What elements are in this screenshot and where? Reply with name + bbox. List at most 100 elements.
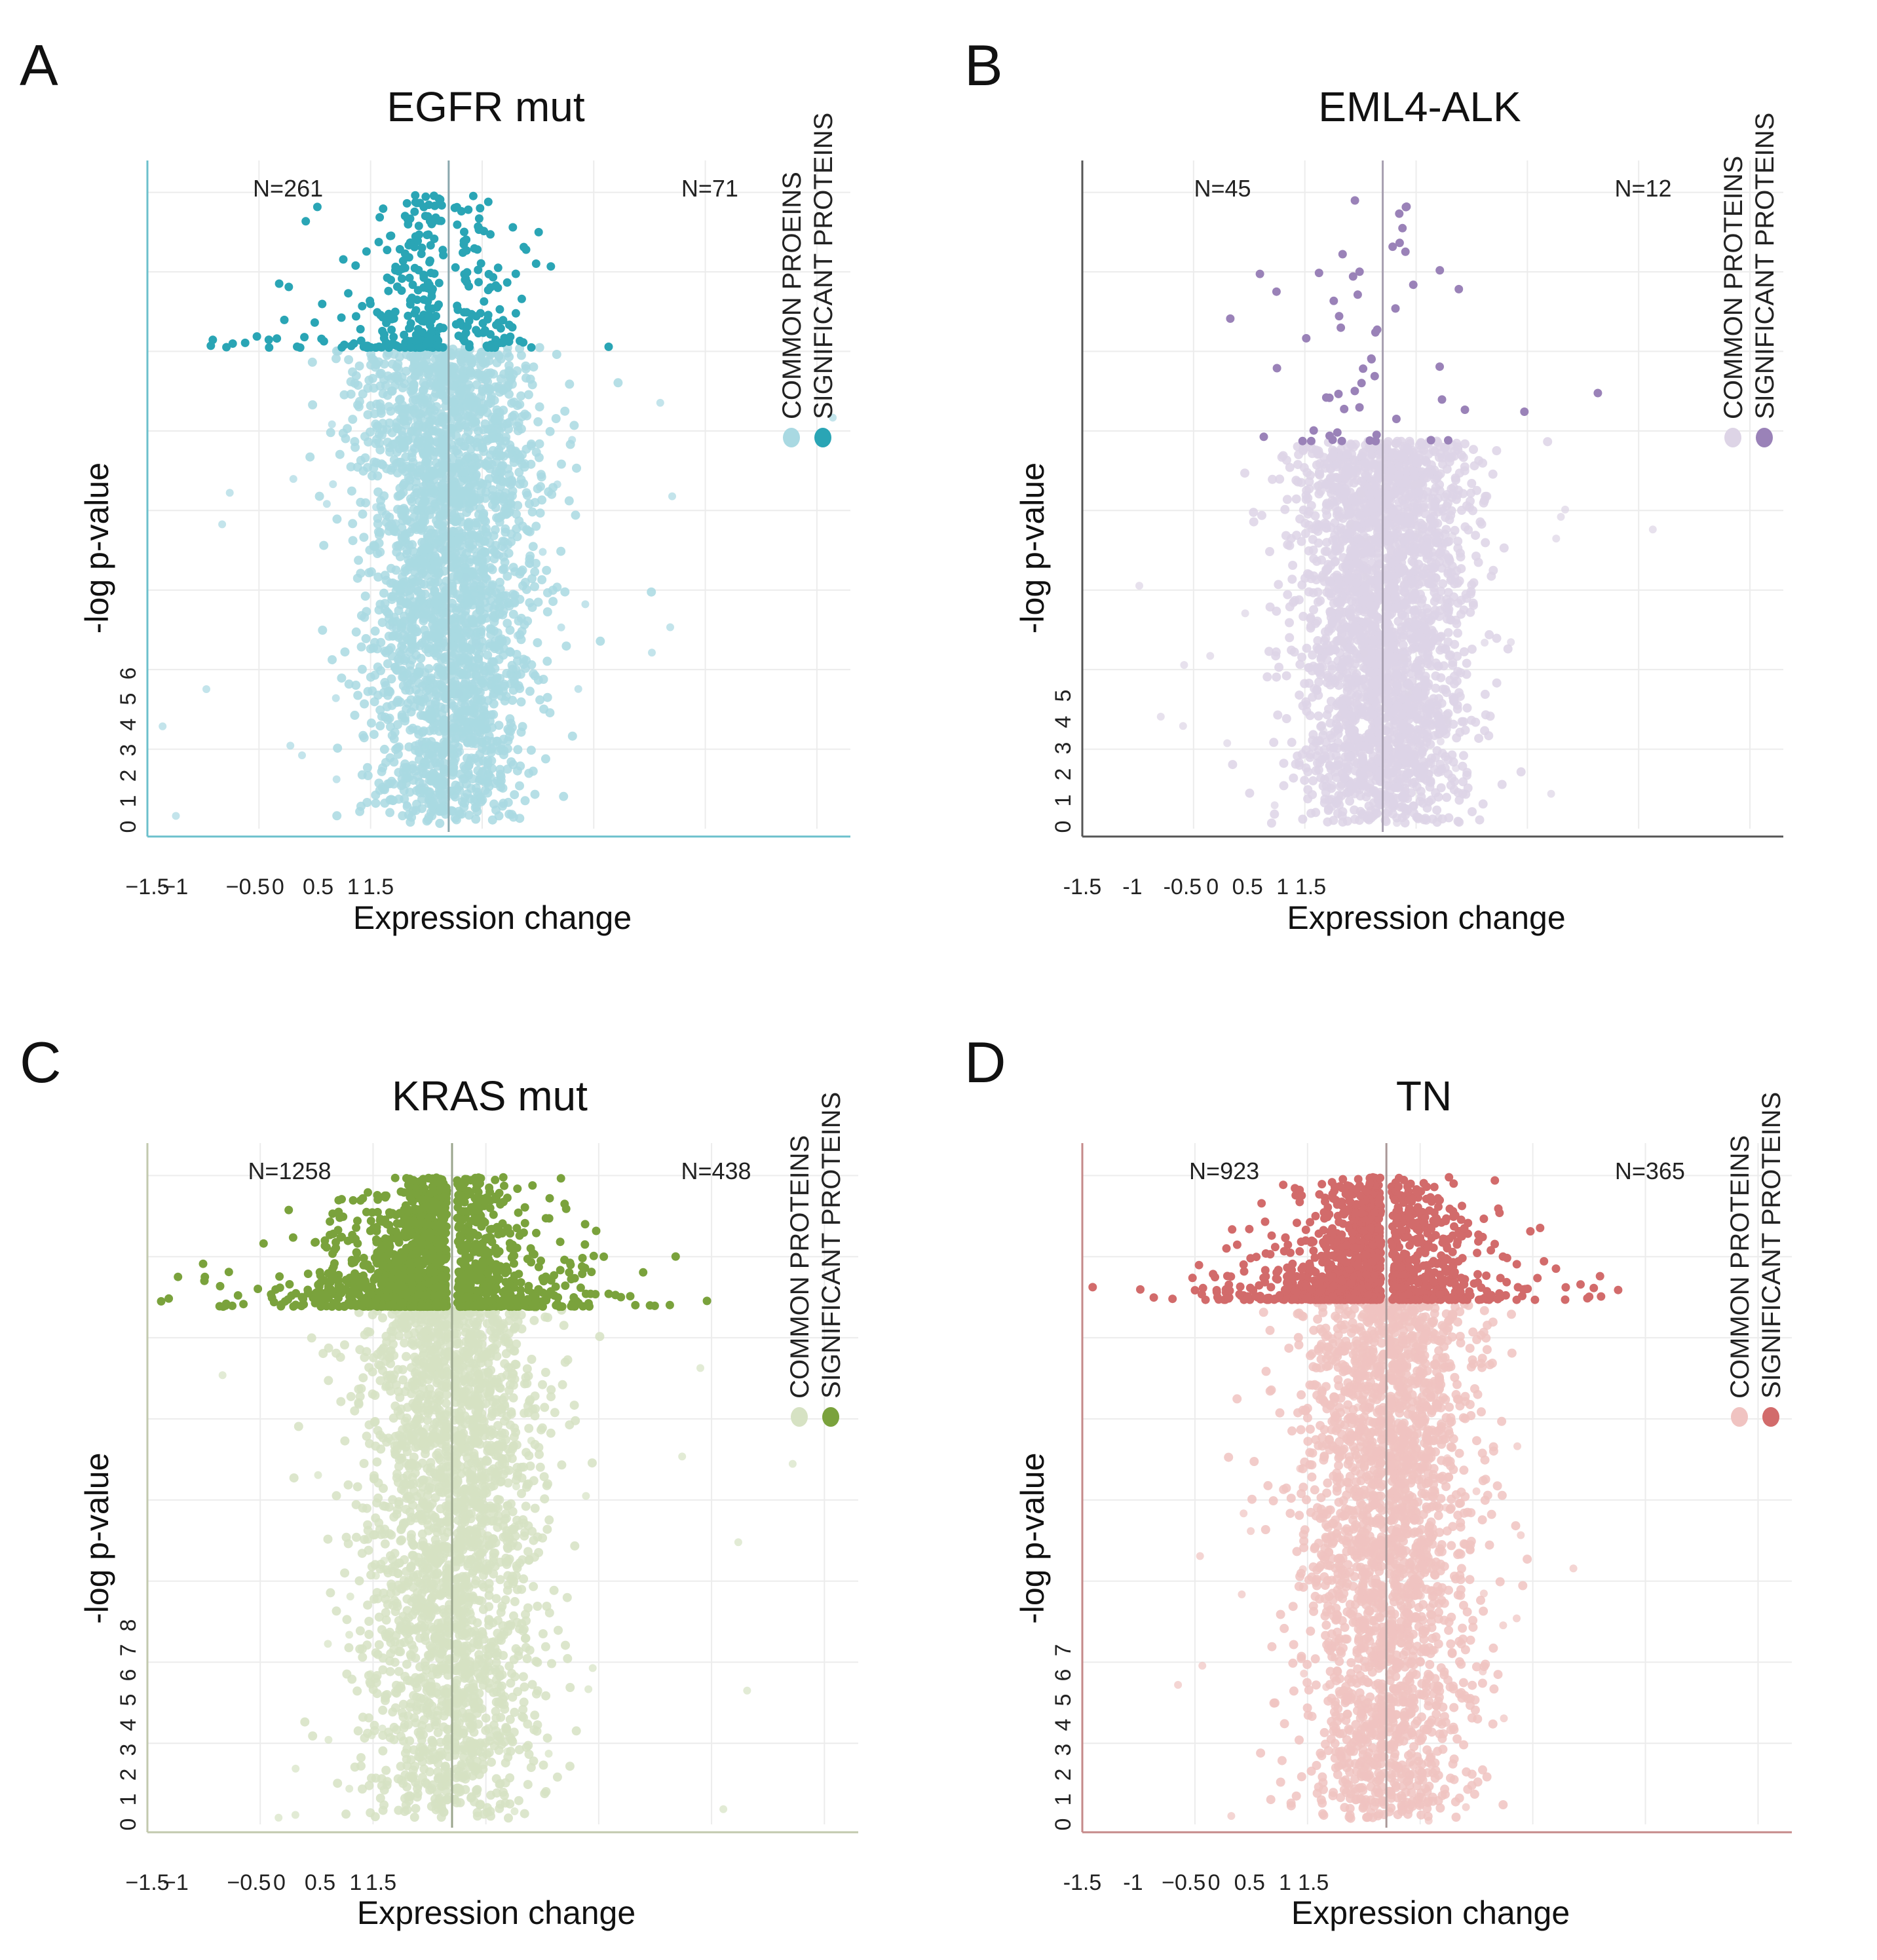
common-point [423, 710, 433, 720]
common-point [480, 708, 489, 718]
common-point [1274, 580, 1283, 590]
significant-point [406, 343, 415, 352]
common-point [335, 449, 345, 459]
common-point [396, 505, 406, 514]
common-point [492, 736, 502, 746]
legend-significant-dot [814, 428, 831, 447]
common-point [464, 725, 474, 735]
common-point [373, 662, 383, 672]
common-point [1283, 540, 1293, 550]
significant-point [222, 343, 231, 352]
common-point [1287, 738, 1297, 747]
significant-point [273, 334, 282, 343]
common-point [468, 418, 478, 428]
significant-point [478, 319, 487, 328]
common-point [1249, 517, 1259, 527]
common-point [1322, 710, 1332, 720]
common-point [1485, 711, 1495, 721]
common-point [328, 420, 336, 428]
significant-point [318, 299, 327, 309]
common-point [1282, 495, 1292, 504]
common-point [473, 766, 483, 776]
common-point [1415, 450, 1424, 460]
common-point [478, 525, 487, 535]
common-point [483, 370, 493, 380]
common-point [1443, 499, 1452, 508]
common-point [545, 708, 555, 718]
common-point [400, 716, 410, 726]
common-point [417, 565, 427, 574]
panel-letter: A [20, 33, 58, 98]
common-point [397, 641, 407, 651]
common-point [340, 647, 350, 657]
significant-point [380, 330, 389, 339]
y-tick-label: 2 [116, 770, 141, 782]
significant-point [356, 325, 365, 333]
common-point [548, 597, 558, 607]
common-point [361, 633, 371, 643]
common-point [1480, 689, 1490, 699]
common-point [1314, 711, 1323, 721]
common-point [354, 402, 364, 411]
common-point [495, 602, 505, 612]
significant-point [464, 205, 473, 214]
x-tick-label: 0 [272, 875, 284, 899]
common-point [581, 600, 590, 609]
common-point [1265, 602, 1275, 612]
significant-point [476, 309, 485, 318]
common-point [535, 439, 544, 449]
common-point [480, 565, 489, 574]
common-point [451, 734, 461, 744]
common-point [1289, 647, 1299, 657]
common-point [478, 725, 488, 734]
significant-point [508, 223, 518, 232]
points [1135, 196, 1657, 828]
common-point [384, 645, 394, 655]
significant-point [383, 246, 392, 255]
common-point [202, 685, 210, 693]
common-point [376, 408, 386, 418]
common-point [418, 728, 428, 737]
common-point [1285, 633, 1295, 643]
common-point [394, 364, 403, 374]
common-point [430, 598, 440, 608]
common-point [499, 564, 509, 573]
common-point [384, 402, 394, 411]
significant-point [465, 343, 474, 352]
significant-point [415, 198, 425, 208]
common-point [516, 391, 526, 401]
common-point [474, 757, 483, 766]
common-point [373, 690, 383, 700]
significant-point [439, 251, 448, 259]
common-point [559, 791, 569, 801]
significant-point [511, 269, 520, 278]
common-point [531, 521, 541, 531]
common-point [1272, 672, 1281, 682]
common-point [366, 401, 375, 411]
significant-point [337, 313, 346, 322]
common-point [564, 496, 574, 506]
significant-point [384, 286, 393, 295]
common-point [159, 722, 167, 730]
common-point [363, 383, 373, 393]
common-point [464, 597, 474, 607]
significant-point [461, 328, 470, 337]
common-point [358, 509, 368, 519]
common-point [571, 510, 580, 520]
significant-point [264, 335, 273, 345]
common-point [1322, 678, 1332, 688]
common-point [1433, 792, 1443, 802]
common-point [512, 524, 521, 534]
common-point [476, 624, 486, 634]
significant-point [419, 271, 428, 280]
common-point [515, 781, 524, 791]
common-point [1345, 796, 1355, 806]
significant-point [483, 197, 493, 206]
common-point [463, 426, 473, 436]
significant-point [252, 332, 261, 341]
significant-point [516, 336, 524, 345]
common-point [1478, 799, 1488, 809]
common-point [436, 493, 446, 502]
common-point [509, 676, 519, 686]
common-point [457, 809, 466, 819]
